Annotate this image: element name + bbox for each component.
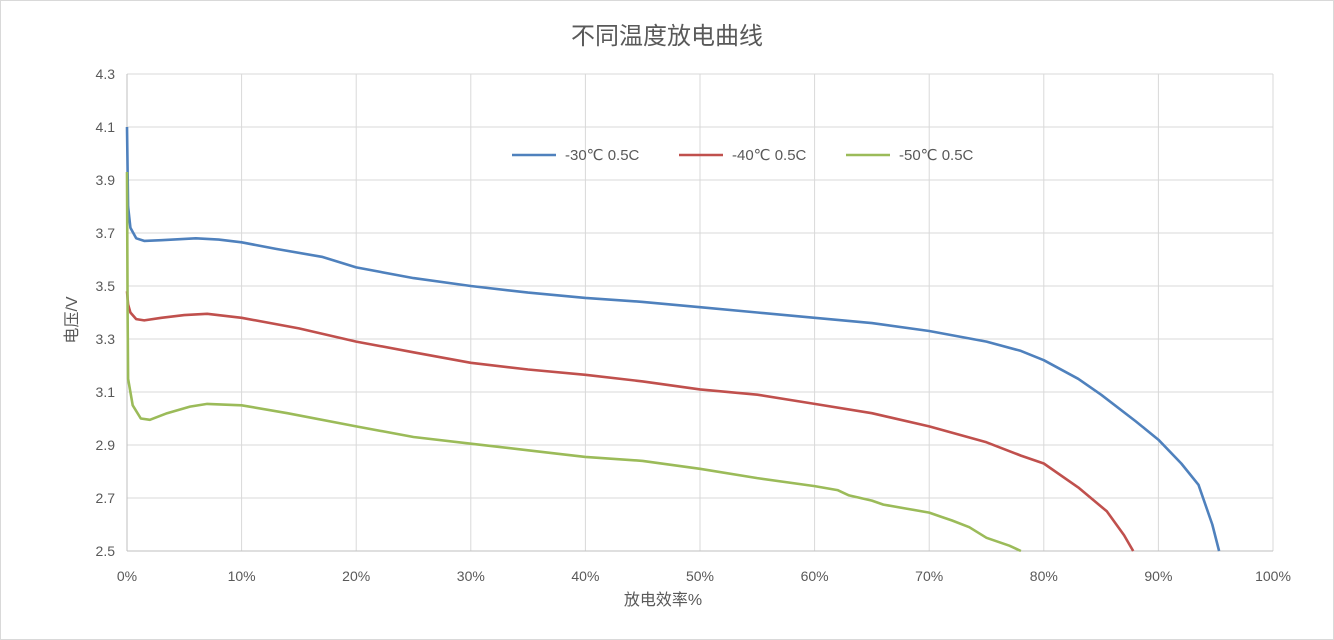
y-tick-label: 4.1 xyxy=(96,119,116,135)
y-tick-label: 2.5 xyxy=(96,543,116,559)
legend-item-2: -50℃ 0.5C xyxy=(846,147,974,164)
x-tick-label: 70% xyxy=(915,568,943,584)
y-tick-label: 3.5 xyxy=(96,278,116,294)
x-tick-label: 40% xyxy=(571,568,599,584)
x-tick-label: 10% xyxy=(228,568,256,584)
x-tick-label: 50% xyxy=(686,568,714,584)
x-tick-labels: 0% 10% 20% 30% 40% 50% 60% 70% 80% 90% 100% xyxy=(117,568,1291,584)
series-line-0 xyxy=(125,126,1221,552)
x-tick-label: 30% xyxy=(457,568,485,584)
legend-item-1: -40℃ 0.5C xyxy=(679,147,807,164)
legend-label: -50℃ 0.5C xyxy=(899,147,974,164)
series-line-1 xyxy=(125,291,1135,552)
y-tick-label: 2.7 xyxy=(96,490,116,506)
x-tick-label: 90% xyxy=(1144,568,1172,584)
x-tick-label: 100% xyxy=(1255,568,1291,584)
x-tick-label: 20% xyxy=(342,568,370,584)
x-tick-label: 60% xyxy=(801,568,829,584)
series-line-2 xyxy=(125,171,1022,553)
legend-label: -30℃ 0.5C xyxy=(565,147,640,164)
y-axis-label: 电压/V xyxy=(63,296,81,343)
y-tick-label: 3.1 xyxy=(96,384,116,400)
y-tick-label: 3.3 xyxy=(96,331,116,347)
x-axis-label: 放电效率% xyxy=(624,591,702,609)
legend-item-0: -30℃ 0.5C xyxy=(512,147,640,164)
legend: -30℃ 0.5C -40℃ 0.5C -50℃ 0.5C xyxy=(512,147,974,164)
series-lines xyxy=(125,126,1221,553)
grid xyxy=(126,73,1274,552)
x-tick-label: 80% xyxy=(1030,568,1058,584)
y-tick-label: 4.3 xyxy=(96,66,116,82)
y-tick-label: 3.9 xyxy=(96,172,116,188)
x-tick-label: 0% xyxy=(117,568,137,584)
legend-label: -40℃ 0.5C xyxy=(732,147,807,164)
y-tick-labels: 2.5 2.7 2.9 3.1 3.3 3.5 3.7 3.9 4.1 4.3 xyxy=(96,66,116,559)
y-tick-label: 2.9 xyxy=(96,437,116,453)
chart-title: 不同温度放电曲线 xyxy=(571,23,763,50)
y-tick-label: 3.7 xyxy=(96,225,116,241)
